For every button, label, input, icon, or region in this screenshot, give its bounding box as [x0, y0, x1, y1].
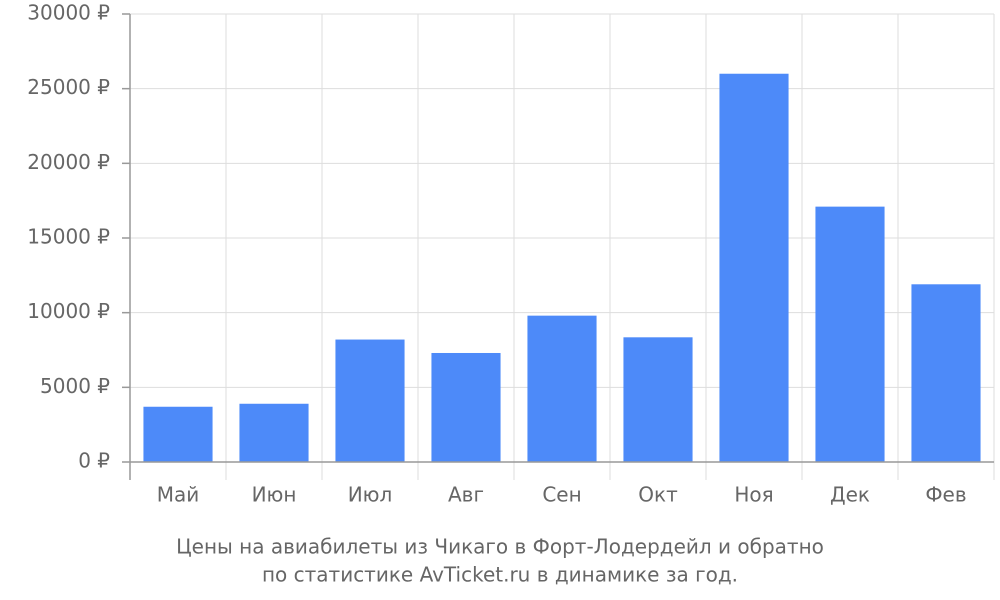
x-tick-label: Окт [638, 483, 678, 507]
x-tick-label: Дек [830, 483, 870, 507]
bar [239, 403, 309, 462]
y-tick-label: 25000 ₽ [27, 75, 110, 99]
bar [815, 206, 885, 462]
bar [335, 339, 405, 462]
y-tick-label: 10000 ₽ [27, 299, 110, 323]
x-tick-label: Май [157, 483, 200, 507]
x-tick-label: Ноя [734, 483, 773, 507]
y-tick-label: 20000 ₽ [27, 150, 110, 174]
y-tick-label: 0 ₽ [78, 449, 110, 473]
bar [527, 315, 597, 462]
y-tick-label: 5000 ₽ [40, 374, 110, 398]
y-tick-label: 30000 ₽ [27, 1, 110, 25]
y-tick-label: 15000 ₽ [27, 225, 110, 249]
x-tick-label: Июл [348, 483, 393, 507]
bar [719, 73, 789, 462]
bar [143, 406, 213, 462]
bar [911, 284, 981, 462]
bar [431, 352, 501, 462]
chart-title: по статистике AvTicket.ru в динамике за … [262, 563, 738, 587]
x-tick-label: Фев [925, 483, 966, 507]
bar [623, 337, 693, 462]
chart-title: Цены на авиабилеты из Чикаго в Форт-Лоде… [176, 535, 824, 559]
x-tick-label: Сен [542, 483, 581, 507]
x-tick-label: Июн [252, 483, 297, 507]
x-tick-label: Авг [448, 483, 484, 507]
